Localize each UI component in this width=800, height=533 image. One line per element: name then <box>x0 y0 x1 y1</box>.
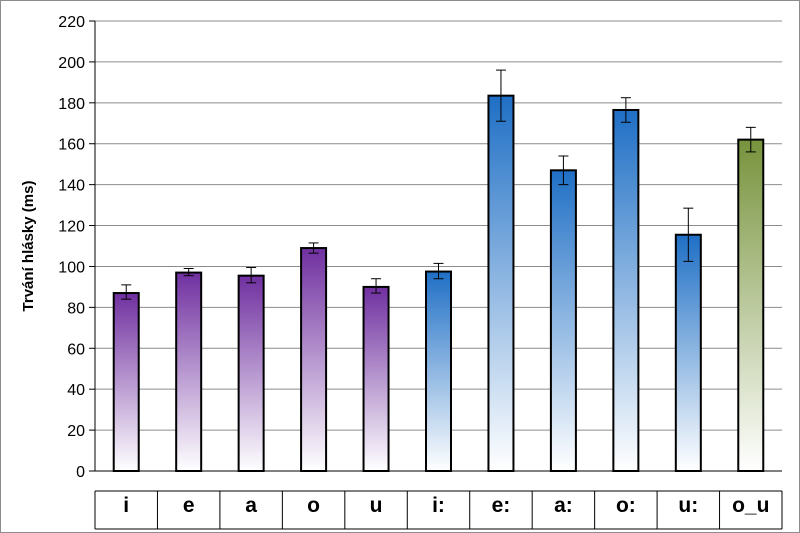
error-bar <box>745 126 756 153</box>
error-bar <box>433 262 444 280</box>
bar-i <box>112 292 140 472</box>
error-bar <box>620 97 631 123</box>
x-tick-label: a <box>245 494 257 517</box>
bar-o-long <box>612 108 640 473</box>
error-bar <box>558 155 569 186</box>
error-bar <box>495 69 506 122</box>
y-tick-label: 60 <box>67 341 85 358</box>
x-tick-label: u: <box>678 494 698 517</box>
error-bar <box>183 268 194 277</box>
x-tick-label: i <box>123 494 129 517</box>
y-tick-label: 120 <box>58 219 85 236</box>
error-bar <box>308 242 319 254</box>
bar-e-long <box>487 94 515 472</box>
x-tick-label: o_u <box>732 494 769 517</box>
tick-labels: 0 20 40 60 80 100 120 140 160 180 200 220 i e a o u i: e: a… <box>58 14 769 517</box>
x-tick-label: a: <box>554 494 573 517</box>
y-tick-label: 200 <box>58 55 85 72</box>
y-tick-label: 0 <box>76 464 85 481</box>
bar-e <box>175 271 203 472</box>
y-tick-label: 40 <box>67 382 85 399</box>
y-tick-label: 80 <box>67 300 85 317</box>
bar-i-long <box>425 270 452 472</box>
y-tick-label: 180 <box>58 96 85 113</box>
x-tick-label: i: <box>432 494 445 517</box>
bar-a-long <box>549 169 577 472</box>
axes <box>89 21 783 530</box>
bars <box>112 94 765 473</box>
bar-a <box>237 274 265 472</box>
error-bar <box>683 207 694 262</box>
x-tick-label: o <box>307 494 320 517</box>
y-tick-label: 100 <box>58 259 85 276</box>
bar-o <box>300 247 328 472</box>
error-bar <box>371 278 382 294</box>
bar-u <box>362 285 390 472</box>
y-axis-label: Trvání hlásky (ms) <box>20 181 37 312</box>
y-tick-label: 220 <box>58 14 85 31</box>
x-tick-label: o: <box>616 494 636 517</box>
error-bar <box>121 284 132 300</box>
bar-u-long <box>674 233 702 472</box>
error-bars <box>121 69 756 300</box>
bar-o_u <box>737 138 765 473</box>
x-tick-label: e: <box>492 494 511 517</box>
x-tick-label: u <box>370 494 383 517</box>
error-bar <box>246 266 257 284</box>
x-tick-label: e <box>183 494 195 517</box>
y-tick-label: 160 <box>58 137 85 154</box>
y-tick-label: 20 <box>67 423 85 440</box>
y-tick-label: 140 <box>58 178 85 195</box>
